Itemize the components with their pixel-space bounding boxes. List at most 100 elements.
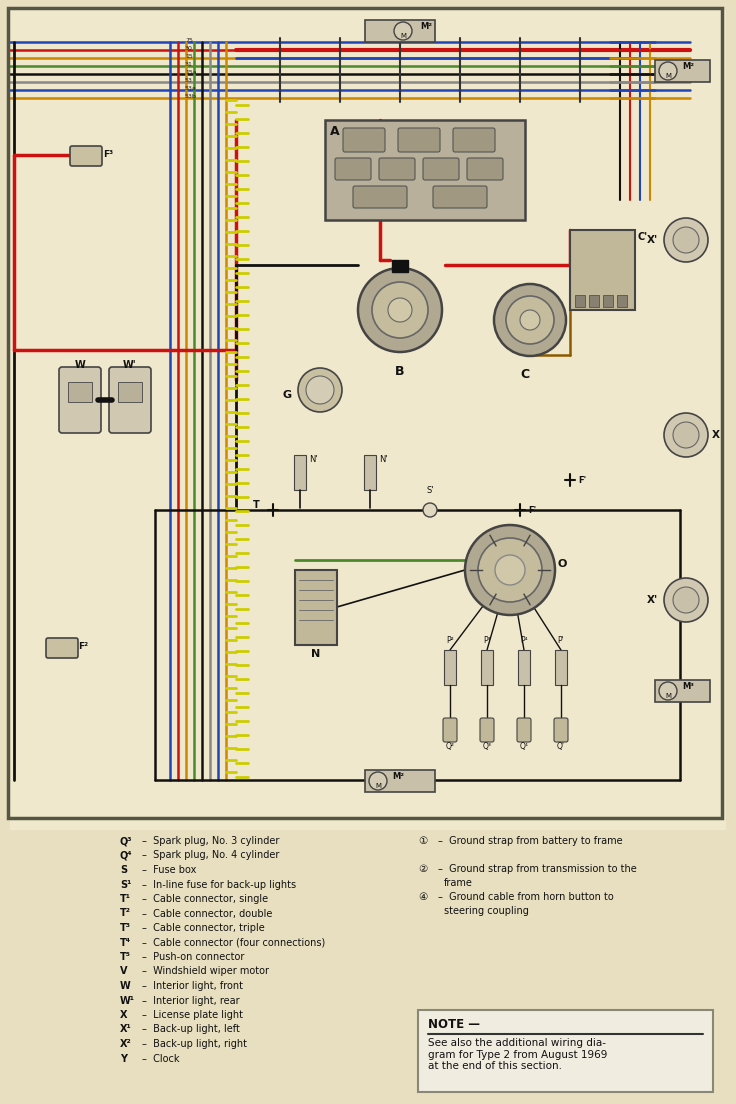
- Circle shape: [358, 268, 442, 352]
- Bar: [10, 10, 726, 830]
- Text: T⁴: T⁴: [120, 937, 131, 947]
- Text: 15: 15: [185, 54, 193, 59]
- Text: M: M: [665, 693, 671, 699]
- FancyBboxPatch shape: [70, 146, 102, 166]
- Text: –  License plate light: – License plate light: [142, 1010, 243, 1020]
- Text: 53a: 53a: [185, 86, 197, 91]
- Circle shape: [673, 587, 699, 613]
- Text: V: V: [120, 966, 127, 977]
- Circle shape: [664, 413, 708, 457]
- Text: –  Interior light, rear: – Interior light, rear: [142, 996, 240, 1006]
- Bar: [295, 570, 337, 645]
- FancyBboxPatch shape: [554, 718, 568, 742]
- Text: O: O: [558, 559, 567, 569]
- Bar: [418, 1010, 713, 1092]
- Text: Q³: Q³: [120, 836, 132, 846]
- Bar: [518, 650, 530, 684]
- Text: M²: M²: [392, 772, 404, 781]
- Text: –  Ground strap from transmission to the: – Ground strap from transmission to the: [438, 864, 637, 874]
- Bar: [575, 295, 585, 307]
- Circle shape: [306, 376, 334, 404]
- Circle shape: [659, 62, 677, 79]
- Text: –  Push-on connector: – Push-on connector: [142, 952, 244, 962]
- Circle shape: [673, 227, 699, 253]
- Circle shape: [465, 526, 555, 615]
- Bar: [364, 455, 376, 490]
- FancyBboxPatch shape: [398, 128, 440, 152]
- Circle shape: [298, 368, 342, 412]
- Circle shape: [520, 310, 540, 330]
- Bar: [570, 230, 635, 310]
- Text: M: M: [400, 33, 406, 39]
- FancyBboxPatch shape: [433, 185, 487, 208]
- Text: N': N': [379, 455, 388, 464]
- Text: M: M: [665, 73, 671, 79]
- Bar: [655, 60, 710, 82]
- FancyBboxPatch shape: [443, 718, 457, 742]
- Text: X¹: X¹: [120, 1025, 132, 1034]
- Text: –  Spark plug, No. 3 cylinder: – Spark plug, No. 3 cylinder: [142, 836, 280, 846]
- FancyBboxPatch shape: [379, 158, 415, 180]
- Bar: [68, 382, 92, 402]
- Text: W¹: W¹: [120, 996, 135, 1006]
- Text: C: C: [520, 368, 530, 381]
- Text: –  Cable connector, double: – Cable connector, double: [142, 909, 272, 919]
- Text: Y: Y: [120, 1053, 127, 1063]
- Text: ②: ②: [418, 864, 428, 874]
- Text: P²: P²: [446, 636, 454, 645]
- Text: –  Clock: – Clock: [142, 1053, 180, 1063]
- Text: B: B: [395, 365, 405, 378]
- Text: X: X: [712, 429, 720, 440]
- Text: T³: T³: [120, 923, 131, 933]
- Text: M³: M³: [682, 682, 694, 691]
- Text: X²: X²: [120, 1039, 132, 1049]
- Text: –  Back-up light, left: – Back-up light, left: [142, 1025, 240, 1034]
- Text: –  Fuse box: – Fuse box: [142, 866, 197, 875]
- Text: C': C': [638, 232, 648, 242]
- Text: W: W: [74, 360, 85, 370]
- FancyBboxPatch shape: [353, 185, 407, 208]
- Bar: [603, 295, 613, 307]
- Text: –  Back-up light, right: – Back-up light, right: [142, 1039, 247, 1049]
- Bar: [444, 650, 456, 684]
- Bar: [392, 261, 408, 272]
- Bar: [325, 120, 525, 220]
- Text: X: X: [120, 1010, 127, 1020]
- Text: Q³: Q³: [483, 742, 492, 751]
- FancyBboxPatch shape: [480, 718, 494, 742]
- FancyBboxPatch shape: [453, 128, 495, 152]
- Circle shape: [495, 555, 525, 585]
- Text: P⁴: P⁴: [520, 636, 528, 645]
- Circle shape: [506, 296, 554, 344]
- Text: M²: M²: [420, 22, 432, 31]
- Text: –  In-line fuse for back-up lights: – In-line fuse for back-up lights: [142, 880, 296, 890]
- Text: T⁵: T⁵: [120, 952, 131, 962]
- Text: T¹: T¹: [120, 894, 131, 904]
- Text: M²: M²: [682, 62, 694, 71]
- Bar: [617, 295, 627, 307]
- FancyBboxPatch shape: [59, 367, 101, 433]
- Circle shape: [673, 422, 699, 448]
- Text: Q': Q': [557, 742, 565, 751]
- Text: F': F': [578, 476, 586, 485]
- Circle shape: [478, 538, 542, 602]
- Text: See also the additional wiring dia-
gram for Type 2 from August 1969
at the end : See also the additional wiring dia- gram…: [428, 1038, 607, 1071]
- Text: –  Cable connector, triple: – Cable connector, triple: [142, 923, 265, 933]
- Text: –  Cable connector (four connections): – Cable connector (four connections): [142, 937, 325, 947]
- Text: 30: 30: [185, 46, 193, 51]
- Text: –  Spark plug, No. 4 cylinder: – Spark plug, No. 4 cylinder: [142, 850, 280, 860]
- Text: M: M: [375, 783, 381, 789]
- FancyBboxPatch shape: [517, 718, 531, 742]
- Bar: [555, 650, 567, 684]
- Text: P³: P³: [483, 636, 491, 645]
- Text: N: N: [311, 649, 321, 659]
- Text: N': N': [309, 455, 318, 464]
- Text: T: T: [253, 500, 260, 510]
- Text: X': X': [647, 595, 658, 605]
- Text: Q²: Q²: [445, 742, 455, 751]
- Text: F²: F²: [78, 643, 88, 651]
- FancyBboxPatch shape: [467, 158, 503, 180]
- Text: S': S': [426, 486, 434, 495]
- Text: –  Cable connector, single: – Cable connector, single: [142, 894, 268, 904]
- Circle shape: [369, 772, 387, 790]
